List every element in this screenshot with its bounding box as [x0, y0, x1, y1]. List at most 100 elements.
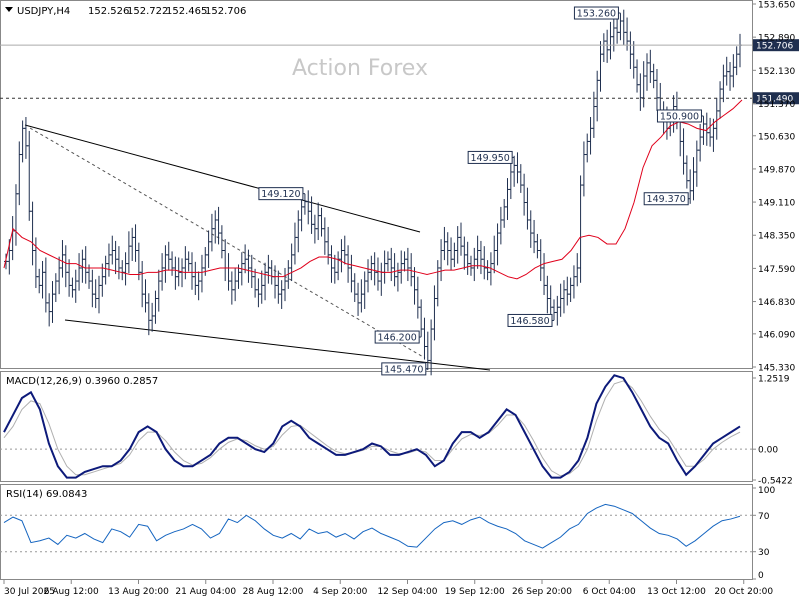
price-bar	[608, 21, 613, 60]
price-bar	[266, 254, 271, 284]
price-bar	[356, 282, 361, 316]
price-y-axis: 153.650 152.890 152.130 151.370 150.630 149.8…	[752, 1, 795, 374]
price-bar	[734, 46, 739, 76]
price-bar	[216, 206, 221, 245]
price-bar	[183, 246, 188, 280]
price-bar	[166, 241, 171, 271]
price-bar	[199, 254, 204, 293]
price-bar	[20, 120, 25, 163]
moving-average-line	[3, 99, 743, 280]
price-bar	[336, 251, 341, 281]
price-bar	[259, 270, 264, 304]
price-bar	[67, 259, 72, 297]
upper-trendline	[24, 124, 421, 233]
swing-label-text: 153.260	[577, 9, 616, 20]
price-level: 152.706	[0, 39, 799, 52]
price-level-label: 151.490	[756, 95, 793, 105]
price-bar	[206, 230, 211, 268]
price-bar	[654, 69, 659, 111]
price-bar	[419, 299, 424, 337]
price-bar	[229, 271, 234, 305]
swing-label: 149.370	[643, 192, 691, 206]
price-bar	[223, 239, 228, 282]
price-y-tick-label: 150.630	[758, 132, 795, 142]
price-bar	[103, 255, 108, 285]
x-tick-label: 13 Oct 12:00	[647, 587, 706, 597]
price-bar	[452, 242, 457, 268]
price-bar	[140, 260, 145, 308]
price-y-tick-label: 153.650	[758, 1, 795, 11]
price-bar	[538, 239, 543, 282]
price-bar	[329, 245, 334, 283]
price-y-tick-label: 147.590	[758, 265, 795, 275]
rsi-y-axis: 100 70 30 0	[752, 486, 775, 581]
price-bar	[213, 210, 218, 244]
price-bar	[459, 222, 464, 256]
price-bar	[116, 246, 121, 280]
price-panel-frame	[0, 0, 753, 369]
price-bar	[648, 49, 653, 83]
price-bar	[439, 239, 444, 282]
macd-series	[0, 374, 752, 479]
price-bar	[432, 285, 437, 341]
price-bar	[422, 317, 427, 360]
price-bar	[306, 190, 311, 225]
price-bar	[568, 277, 573, 302]
price-bar	[641, 61, 646, 108]
price-bar	[595, 70, 600, 122]
moving-average	[3, 99, 743, 280]
x-tick-label: 20 Oct 20:00	[714, 587, 773, 597]
price-bar	[505, 178, 510, 220]
x-tick-label: 30 Jul 2025	[4, 587, 55, 597]
swing-label-text: 149.950	[471, 153, 510, 164]
price-bar	[246, 249, 251, 283]
price-bar	[635, 59, 640, 93]
x-tick-label: 6 Aug 12:00	[44, 587, 99, 597]
rsi-y-tick-label: 100	[758, 486, 775, 496]
ohlc-open: 152.526	[88, 6, 129, 17]
price-bar	[77, 253, 82, 291]
price-bar	[279, 280, 284, 309]
ohlc-low: 152.465	[166, 6, 207, 17]
price-bar	[292, 222, 297, 265]
signal-line	[3, 380, 741, 477]
price-bar	[50, 281, 55, 323]
price-bar	[296, 210, 301, 253]
price-bar	[226, 253, 231, 291]
swing-label-text: 150.900	[660, 111, 699, 122]
price-bar	[601, 33, 606, 63]
price-level-label: 152.706	[756, 42, 793, 52]
price-bar	[645, 53, 650, 91]
price-bar	[558, 283, 563, 317]
price-y-tick-label: 152.890	[758, 34, 795, 44]
swing-label: 146.580	[507, 313, 555, 327]
rsi-y-tick-label: 0	[758, 571, 764, 581]
price-bar	[571, 265, 576, 299]
price-bar	[53, 273, 58, 302]
rsi-series	[0, 503, 752, 553]
swing-label: 149.950	[467, 150, 515, 164]
swing-label: 150.900	[656, 109, 704, 123]
price-bar	[525, 187, 530, 230]
price-y-tick-label: 149.870	[758, 165, 795, 175]
price-bar	[382, 250, 387, 284]
price-bar	[150, 302, 155, 332]
price-bar	[106, 243, 111, 277]
price-bar	[375, 257, 380, 291]
price-bar	[502, 199, 507, 228]
price-bar	[415, 276, 420, 319]
price-bar	[472, 247, 477, 282]
price-bar	[628, 31, 633, 70]
price-bar	[518, 164, 523, 193]
price-bar	[455, 226, 460, 264]
rsi-line	[3, 503, 741, 549]
price-bar	[535, 233, 540, 259]
price-bar	[113, 240, 118, 275]
price-bar	[389, 247, 394, 282]
price-bar	[498, 206, 503, 245]
price-bar	[449, 237, 454, 271]
price-bar	[691, 157, 696, 201]
collapse-triangle-icon[interactable]	[5, 7, 13, 12]
price-bar	[731, 54, 736, 88]
price-y-tick-label: 148.350	[758, 232, 795, 242]
